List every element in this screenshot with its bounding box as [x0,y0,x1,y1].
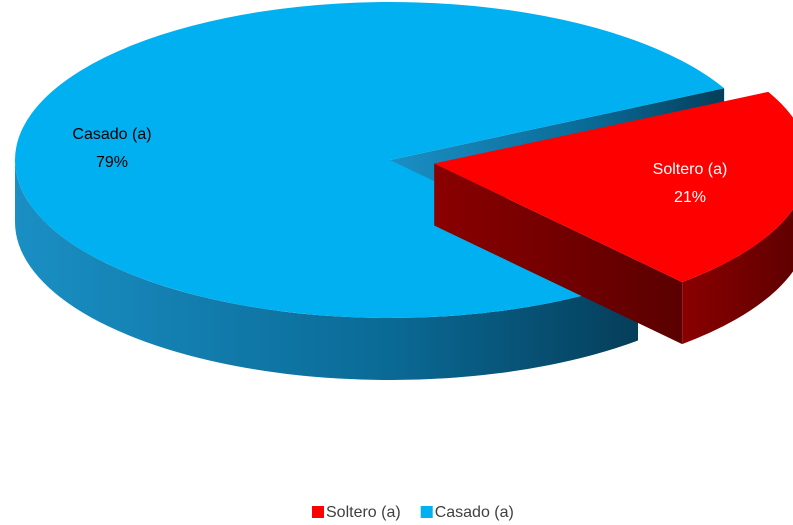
data-label-category: Soltero (a) [653,161,728,178]
slice-wall [682,209,793,345]
legend-swatch [420,506,433,518]
pie [14,2,793,380]
data-label-value: 79% [96,154,128,171]
slice-wall [15,160,638,380]
legend-label: Casado (a) [435,504,514,521]
slice [434,91,793,283]
data-label-category: Casado (a) [72,126,151,143]
labels: Soltero (a) 21% Casado (a) 79% [72,126,727,206]
legend-swatch [312,506,324,518]
data-label-value: 21% [674,189,706,206]
legend: Soltero (a) Casado (a) [312,504,514,521]
slice-side [434,163,683,345]
legend-label: Soltero (a) [326,504,401,521]
